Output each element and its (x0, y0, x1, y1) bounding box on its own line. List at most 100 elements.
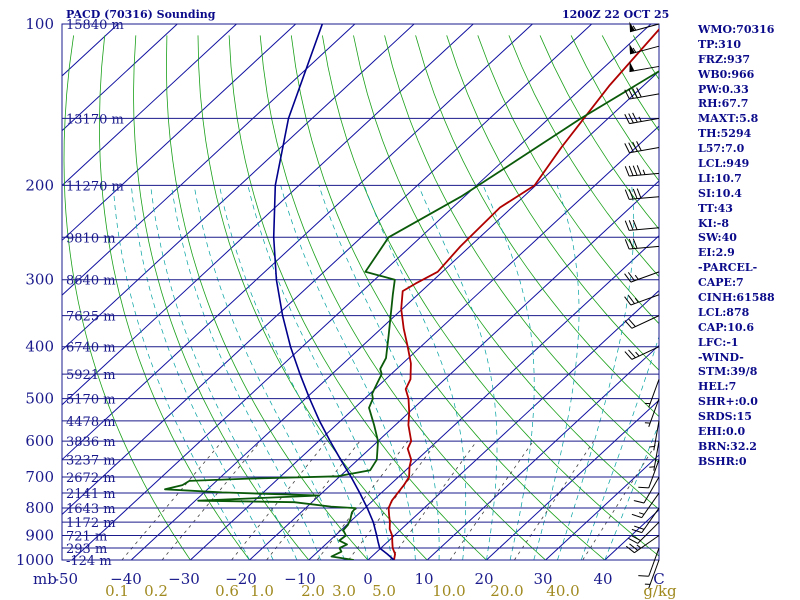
moist-adiabat-line (150, 185, 298, 560)
mixing-ratio-tick-label: 10.0 (432, 582, 465, 600)
wind-barb-full (624, 220, 630, 231)
dry-adiabat-line (353, 35, 659, 510)
wind-barb-half (634, 274, 639, 280)
stability-index-item: CAP:10.6 (698, 320, 755, 334)
pressure-tick-label: 600 (25, 432, 54, 450)
temperature-tick-label: -50 (54, 570, 78, 588)
wind-barb-staff (653, 420, 660, 451)
mixing-ratio-line (316, 440, 409, 560)
wind-barb (624, 294, 660, 306)
wind-barb-full (628, 165, 634, 176)
wind-barb-staff (629, 117, 660, 125)
moist-adiabat-line (580, 335, 659, 560)
wind-barb-staff (648, 398, 660, 428)
wind-barb-full (624, 114, 630, 124)
wind-barb-full (634, 525, 645, 530)
wind-barb-full (632, 88, 638, 98)
stability-index-item: LCL:878 (698, 305, 750, 319)
mixing-ratio-line (449, 440, 534, 560)
height-label: 721 m (66, 529, 107, 544)
wind-barb-staff (648, 547, 660, 577)
wind-barb (649, 441, 660, 471)
wind-barb-full (627, 294, 635, 304)
dry-adiabat-line (446, 35, 659, 371)
stability-index-item: WB0:966 (698, 67, 755, 81)
dry-adiabat-line (477, 35, 659, 325)
mixing-ratio-line (389, 440, 478, 560)
stability-index-item: CINH:61588 (698, 291, 775, 305)
wind-barb-full (631, 513, 642, 519)
height-label: 5921 m (66, 368, 116, 383)
wind-barb (624, 238, 660, 250)
parcel-line (272, 24, 395, 560)
height-label: 5170 m (66, 393, 116, 408)
wind-barb-staff (629, 147, 660, 154)
mixing-ratio-line (231, 440, 328, 560)
isotherm-line (62, 24, 415, 351)
wind-barb-half (632, 47, 637, 53)
height-label: 6740 m (66, 341, 116, 356)
wind-barb-flag (629, 21, 635, 32)
mixing-ratio-tick-label: 5.0 (372, 582, 396, 600)
moist-adiabat-line (171, 185, 321, 560)
wind-barb-full (636, 165, 642, 176)
wind-barb-half (638, 512, 645, 515)
wind-barb (628, 521, 660, 544)
station-title: PACD (70316) Sounding (66, 8, 216, 21)
wind-barb-full (624, 239, 630, 250)
height-label: 7625 m (66, 310, 116, 325)
wind-barb-staff (631, 315, 660, 329)
wind-barb-full (632, 141, 638, 152)
wind-barb (631, 492, 660, 519)
dewpoint-line (164, 70, 659, 560)
isotherm-line (62, 24, 356, 296)
height-label: 1643 m (66, 502, 116, 517)
wind-barb (631, 507, 660, 534)
stability-index-item: HEL:7 (698, 380, 737, 394)
wind-barb-full (624, 143, 630, 153)
wind-barb-staff (653, 441, 660, 471)
wind-barb-staff (641, 492, 660, 518)
wind-barb (624, 87, 660, 100)
height-label: 1172 m (66, 516, 116, 531)
wind-barb (624, 219, 660, 231)
wind-barb-full (624, 296, 632, 306)
wind-barb (624, 271, 660, 283)
stability-index-item: TT:43 (698, 201, 733, 215)
wind-barb-full (628, 189, 634, 200)
dry-adiabat-line (384, 35, 659, 464)
pressure-tick-label: 700 (25, 468, 54, 486)
wind-barb-full (632, 188, 638, 199)
mixing-ratio-tick-label: 0.2 (144, 582, 168, 600)
stability-index-item: SRDS:15 (698, 410, 752, 424)
wind-barb-full (628, 142, 634, 153)
temperature-line (387, 28, 659, 560)
dry-adiabat-line (415, 35, 659, 418)
stability-index-item: -WIND- (698, 350, 744, 364)
dry-adiabat-line (133, 35, 310, 560)
wind-barb-full (624, 189, 630, 200)
pressure-tick-label: 900 (25, 526, 54, 544)
mixing-ratio-tick-label: 40.0 (546, 582, 579, 600)
wind-barb-full (624, 166, 630, 177)
moist-adiabat-line (280, 185, 416, 560)
wind-barb-full (631, 535, 641, 541)
parcel-series (272, 24, 395, 560)
plot-frame (61, 23, 660, 561)
isotherm-line (130, 70, 659, 560)
moist-adiabat-line (482, 185, 535, 560)
stability-index-item: MAXT:5.8 (698, 112, 759, 126)
wind-barb-half (636, 544, 642, 549)
wind-barb-half (649, 466, 655, 468)
wind-barb (624, 165, 660, 177)
stability-index-item: TP:310 (698, 37, 742, 51)
stability-index-item: CAPE:7 (698, 276, 744, 290)
wind-barb-staff (641, 507, 660, 533)
wind-barb-flag (629, 43, 635, 54)
moist-adiabat-line (418, 185, 498, 560)
wind-barb-half (632, 25, 637, 31)
stability-index-item: EI:2.9 (698, 246, 735, 260)
height-label: 2141 m (66, 487, 116, 502)
wind-barb-full (627, 272, 635, 282)
